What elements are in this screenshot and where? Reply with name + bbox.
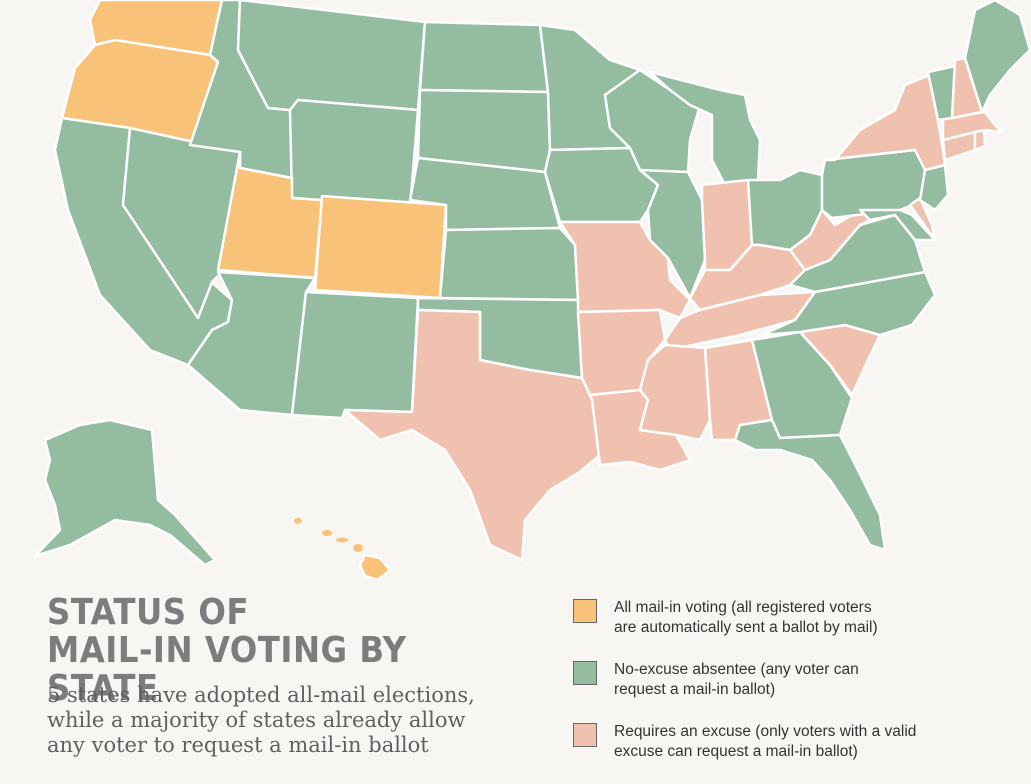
legend-label-line: are automatically sent a ballot by mail) [614, 619, 878, 636]
legend-label-line: All mail-in voting (all registered voter… [614, 599, 872, 616]
legend-item-no-excuse: No-excuse absentee (any voter can reques… [573, 660, 1013, 712]
title-line-1: STATUS OF [47, 592, 250, 633]
legend-item-excuse: Requires an excuse (only voters with a v… [573, 722, 1013, 774]
hawaii-island-oahu [322, 530, 332, 536]
hawaii-island-maui [353, 544, 363, 552]
state-HI [294, 518, 392, 580]
state-MO [558, 220, 692, 320]
legend-label-line: request a mail-in ballot) [614, 681, 776, 698]
hawaii-island-molokai [336, 537, 348, 543]
subtitle-line-2: while a majority of states already allow [47, 708, 466, 732]
state-MD [858, 208, 937, 242]
hawaii-island-big-island [358, 553, 392, 580]
legend-item-all-mail: All mail-in voting (all registered voter… [573, 598, 1013, 650]
state-NM [290, 290, 420, 420]
legend-label-line: No-excuse absentee (any voter can [614, 661, 859, 678]
page-title: STATUS OF MAIL-IN VOTING BY STATE [47, 594, 467, 708]
state-MA [941, 110, 1004, 142]
state-NJ [918, 163, 950, 212]
state-WY [288, 98, 420, 210]
subtitle-line-3: any voter to request a mail-in ballot [47, 733, 429, 757]
legend: All mail-in voting (all registered voter… [573, 598, 1013, 784]
title-line-2: MAIL-IN VOTING BY STATE [47, 630, 407, 709]
state-DE [908, 196, 937, 242]
hawaii-island-kauai [294, 518, 302, 524]
legend-swatch-no-excuse [573, 661, 597, 685]
state-ME [963, 0, 1031, 114]
legend-label-line: Requires an excuse (only voters with a v… [614, 723, 917, 740]
state-AZ [186, 270, 317, 417]
subtitle: 5 states have adopted all-mail elections… [47, 683, 487, 758]
legend-swatch-excuse [573, 723, 597, 747]
state-UT [216, 150, 324, 280]
state-CO [313, 194, 448, 300]
state-IL [638, 168, 707, 300]
state-AK [33, 418, 217, 567]
state-MT [236, 0, 427, 112]
state-KS [438, 226, 580, 302]
state-TX [343, 308, 602, 562]
legend-label-all-mail: All mail-in voting (all registered voter… [614, 598, 1014, 638]
legend-swatch-all-mail [573, 599, 597, 623]
state-MS [638, 343, 712, 442]
legend-label-line: excuse can request a mail-in ballot) [614, 743, 858, 760]
legend-label-excuse: Requires an excuse (only voters with a v… [614, 722, 1014, 762]
state-FL [733, 418, 887, 552]
us-mail-voting-map [33, 0, 1031, 580]
subtitle-line-1: 5 states have adopted all-mail elections… [47, 683, 475, 707]
state-ND [418, 20, 550, 94]
legend-label-no-excuse: No-excuse absentee (any voter can reques… [614, 660, 1014, 700]
